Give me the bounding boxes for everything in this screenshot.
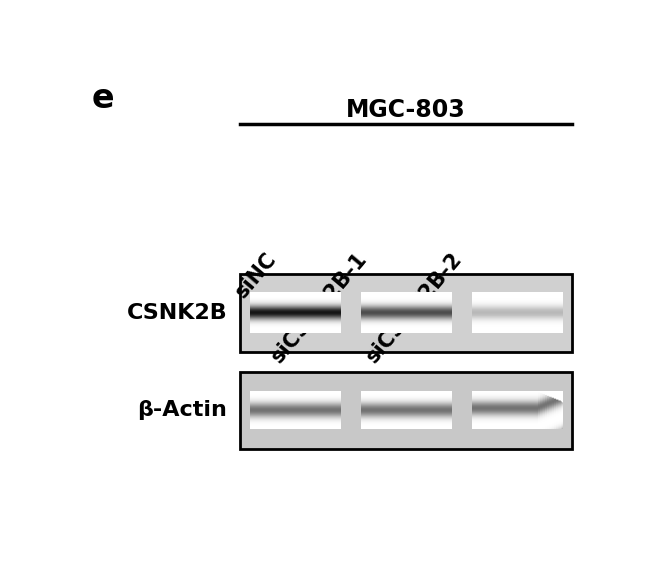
Text: siCSNK2B-1: siCSNK2B-1 [267, 249, 371, 366]
Text: e: e [91, 82, 114, 115]
Text: MGC-803: MGC-803 [346, 98, 466, 122]
Text: β-Actin: β-Actin [137, 400, 228, 420]
Bar [240, 371, 573, 449]
Text: siNC: siNC [231, 249, 280, 301]
Text: CSNK2B: CSNK2B [127, 303, 228, 323]
Text: siCSNK2B-2: siCSNK2B-2 [363, 249, 467, 366]
Bar [240, 274, 573, 352]
